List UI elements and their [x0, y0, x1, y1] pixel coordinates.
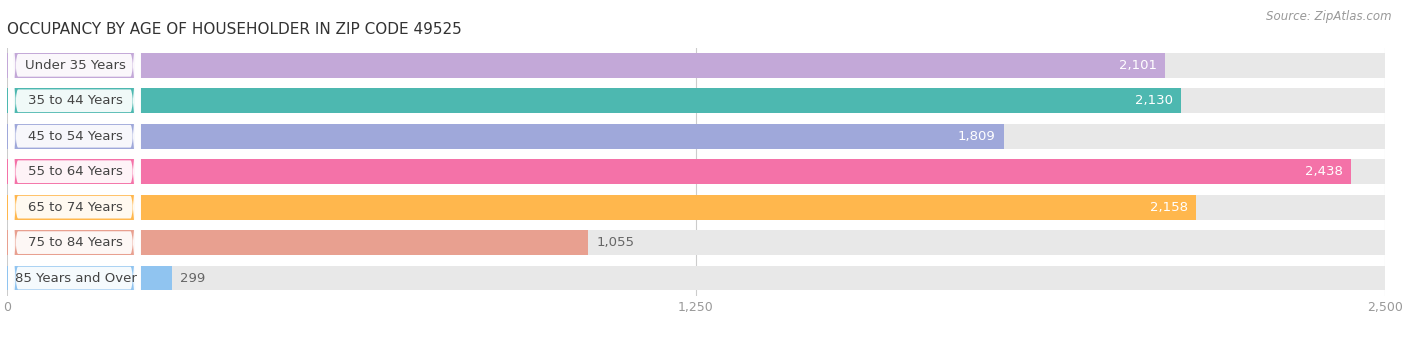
Bar: [7, 266, 1385, 290]
Text: 299: 299: [180, 272, 205, 285]
Text: 85 Years and Over: 85 Years and Over: [15, 272, 136, 285]
Bar: [7, 230, 589, 255]
Text: OCCUPANCY BY AGE OF HOUSEHOLDER IN ZIP CODE 49525: OCCUPANCY BY AGE OF HOUSEHOLDER IN ZIP C…: [7, 22, 461, 37]
FancyBboxPatch shape: [8, 0, 141, 340]
Text: 75 to 84 Years: 75 to 84 Years: [28, 236, 124, 249]
Bar: [7, 124, 1004, 149]
Text: 55 to 64 Years: 55 to 64 Years: [28, 165, 124, 178]
Text: 2,130: 2,130: [1135, 94, 1173, 107]
Text: 2,101: 2,101: [1119, 59, 1157, 72]
Bar: [7, 195, 1385, 220]
Text: 2,438: 2,438: [1305, 165, 1343, 178]
FancyBboxPatch shape: [8, 0, 141, 340]
Text: 45 to 54 Years: 45 to 54 Years: [28, 130, 124, 143]
Bar: [7, 53, 1385, 78]
Text: 35 to 44 Years: 35 to 44 Years: [28, 94, 124, 107]
Text: 65 to 74 Years: 65 to 74 Years: [28, 201, 124, 214]
Text: 2,158: 2,158: [1150, 201, 1188, 214]
Bar: [7, 266, 172, 290]
Text: Under 35 Years: Under 35 Years: [25, 59, 127, 72]
Bar: [7, 124, 1385, 149]
Bar: [7, 159, 1351, 184]
Text: 1,809: 1,809: [957, 130, 995, 143]
FancyBboxPatch shape: [8, 0, 141, 340]
FancyBboxPatch shape: [8, 0, 141, 340]
Bar: [7, 159, 1385, 184]
Text: 1,055: 1,055: [596, 236, 634, 249]
Bar: [7, 195, 1197, 220]
FancyBboxPatch shape: [8, 0, 141, 340]
Bar: [7, 53, 1166, 78]
Bar: [7, 88, 1181, 113]
FancyBboxPatch shape: [8, 0, 141, 340]
Bar: [7, 230, 1385, 255]
Bar: [7, 88, 1385, 113]
FancyBboxPatch shape: [8, 0, 141, 340]
Text: Source: ZipAtlas.com: Source: ZipAtlas.com: [1267, 10, 1392, 23]
